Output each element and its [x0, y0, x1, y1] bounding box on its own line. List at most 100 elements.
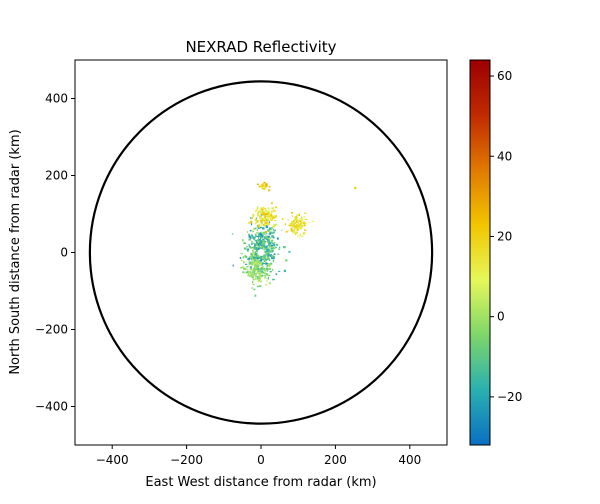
reflectivity-echo: [251, 223, 253, 226]
reflectivity-echo: [265, 230, 268, 233]
reflectivity-echo: [266, 253, 268, 256]
reflectivity-echo: [265, 218, 268, 220]
reflectivity-echo: [251, 221, 253, 224]
reflectivity-echo: [254, 243, 256, 246]
reflectivity-echo: [240, 253, 243, 255]
reflectivity-echo: [268, 221, 271, 224]
reflectivity-echo: [255, 243, 258, 246]
reflectivity-echo: [259, 273, 262, 276]
reflectivity-echo: [263, 263, 266, 265]
reflectivity-echo: [250, 234, 253, 237]
reflectivity-echo: [251, 287, 253, 290]
reflectivity-echo: [259, 246, 261, 249]
reflectivity-echo: [296, 219, 299, 222]
reflectivity-echo: [271, 255, 274, 258]
reflectivity-echo: [270, 249, 272, 252]
reflectivity-echo: [273, 209, 276, 212]
reflectivity-echo: [259, 217, 262, 219]
reflectivity-echo: [260, 211, 263, 214]
reflectivity-echo: [269, 231, 272, 234]
reflectivity-echo: [272, 242, 275, 244]
reflectivity-echo: [265, 273, 269, 276]
reflectivity-echo: [251, 271, 254, 274]
reflectivity-echo: [253, 254, 256, 257]
reflectivity-echo: [297, 221, 299, 224]
reflectivity-echo: [308, 222, 310, 224]
reflectivity-echo: [258, 264, 260, 267]
reflectivity-echo: [254, 210, 257, 213]
reflectivity-echo: [264, 250, 267, 253]
reflectivity-echo: [274, 206, 278, 209]
reflectivity-echo: [254, 268, 257, 270]
reflectivity-echo: [271, 215, 275, 218]
reflectivity-echo: [255, 254, 258, 257]
reflectivity-echo: [268, 213, 271, 217]
reflectivity-echo: [262, 234, 264, 238]
reflectivity-echo: [269, 245, 271, 248]
reflectivity-echo: [256, 209, 258, 212]
reflectivity-echo: [299, 218, 302, 221]
y-tick-label: 400: [45, 92, 68, 106]
reflectivity-echo: [260, 241, 263, 244]
reflectivity-echo: [259, 233, 263, 236]
reflectivity-echo: [268, 257, 270, 261]
reflectivity-echo: [297, 235, 299, 237]
reflectivity-echo: [303, 221, 305, 223]
reflectivity-echo: [267, 239, 270, 243]
reflectivity-echo: [260, 274, 263, 278]
reflectivity-echo: [273, 243, 275, 247]
reflectivity-echo: [292, 231, 295, 234]
reflectivity-echo: [274, 244, 276, 247]
reflectivity-echo: [261, 213, 263, 216]
reflectivity-echo: [271, 268, 274, 271]
reflectivity-echo: [261, 220, 264, 222]
reflectivity-echo: [251, 273, 253, 275]
reflectivity-echo: [300, 223, 302, 225]
reflectivity-echo: [265, 246, 268, 248]
reflectivity-echo: [258, 280, 261, 282]
reflectivity-echo: [256, 273, 258, 275]
reflectivity-echo: [266, 256, 269, 258]
reflectivity-echo: [250, 247, 253, 249]
reflectivity-echo: [258, 268, 262, 271]
reflectivity-echo: [247, 257, 251, 260]
reflectivity-echo: [294, 222, 297, 224]
reflectivity-echo: [256, 240, 258, 243]
reflectivity-echo: [267, 215, 269, 218]
reflectivity-echo: [257, 226, 260, 229]
reflectivity-echo: [257, 256, 261, 260]
reflectivity-echo: [266, 279, 268, 282]
reflectivity-echo: [255, 261, 258, 263]
reflectivity-echo: [256, 275, 259, 278]
reflectivity-echo: [294, 219, 296, 222]
reflectivity-echo: [276, 237, 279, 240]
reflectivity-echo: [262, 272, 265, 274]
reflectivity-echo: [254, 233, 257, 235]
reflectivity-echo: [251, 281, 254, 284]
reflectivity-echo: [243, 242, 247, 245]
reflectivity-echo: [264, 223, 266, 226]
reflectivity-echo: [300, 216, 303, 219]
reflectivity-echo: [254, 262, 257, 265]
reflectivity-echo: [273, 235, 275, 239]
reflectivity-echo: [298, 213, 301, 216]
reflectivity-echo: [258, 243, 261, 246]
reflectivity-echo: [305, 218, 308, 220]
reflectivity-echo: [245, 256, 247, 258]
reflectivity-echo: [265, 267, 268, 270]
reflectivity-echo: [253, 271, 256, 275]
reflectivity-echo: [257, 271, 260, 274]
reflectivity-echo: [264, 258, 267, 261]
reflectivity-echo: [264, 248, 266, 251]
reflectivity-echo: [269, 270, 272, 273]
reflectivity-echo: [253, 245, 256, 248]
reflectivity-echo: [242, 239, 244, 242]
reflectivity-echo: [256, 267, 258, 270]
reflectivity-echo: [251, 276, 254, 278]
reflectivity-echo: [260, 219, 263, 222]
reflectivity-echo: [258, 273, 261, 275]
reflectivity-echo: [261, 243, 264, 246]
reflectivity-echo: [264, 207, 267, 210]
reflectivity-echo: [260, 224, 263, 226]
reflectivity-echo: [291, 224, 295, 227]
